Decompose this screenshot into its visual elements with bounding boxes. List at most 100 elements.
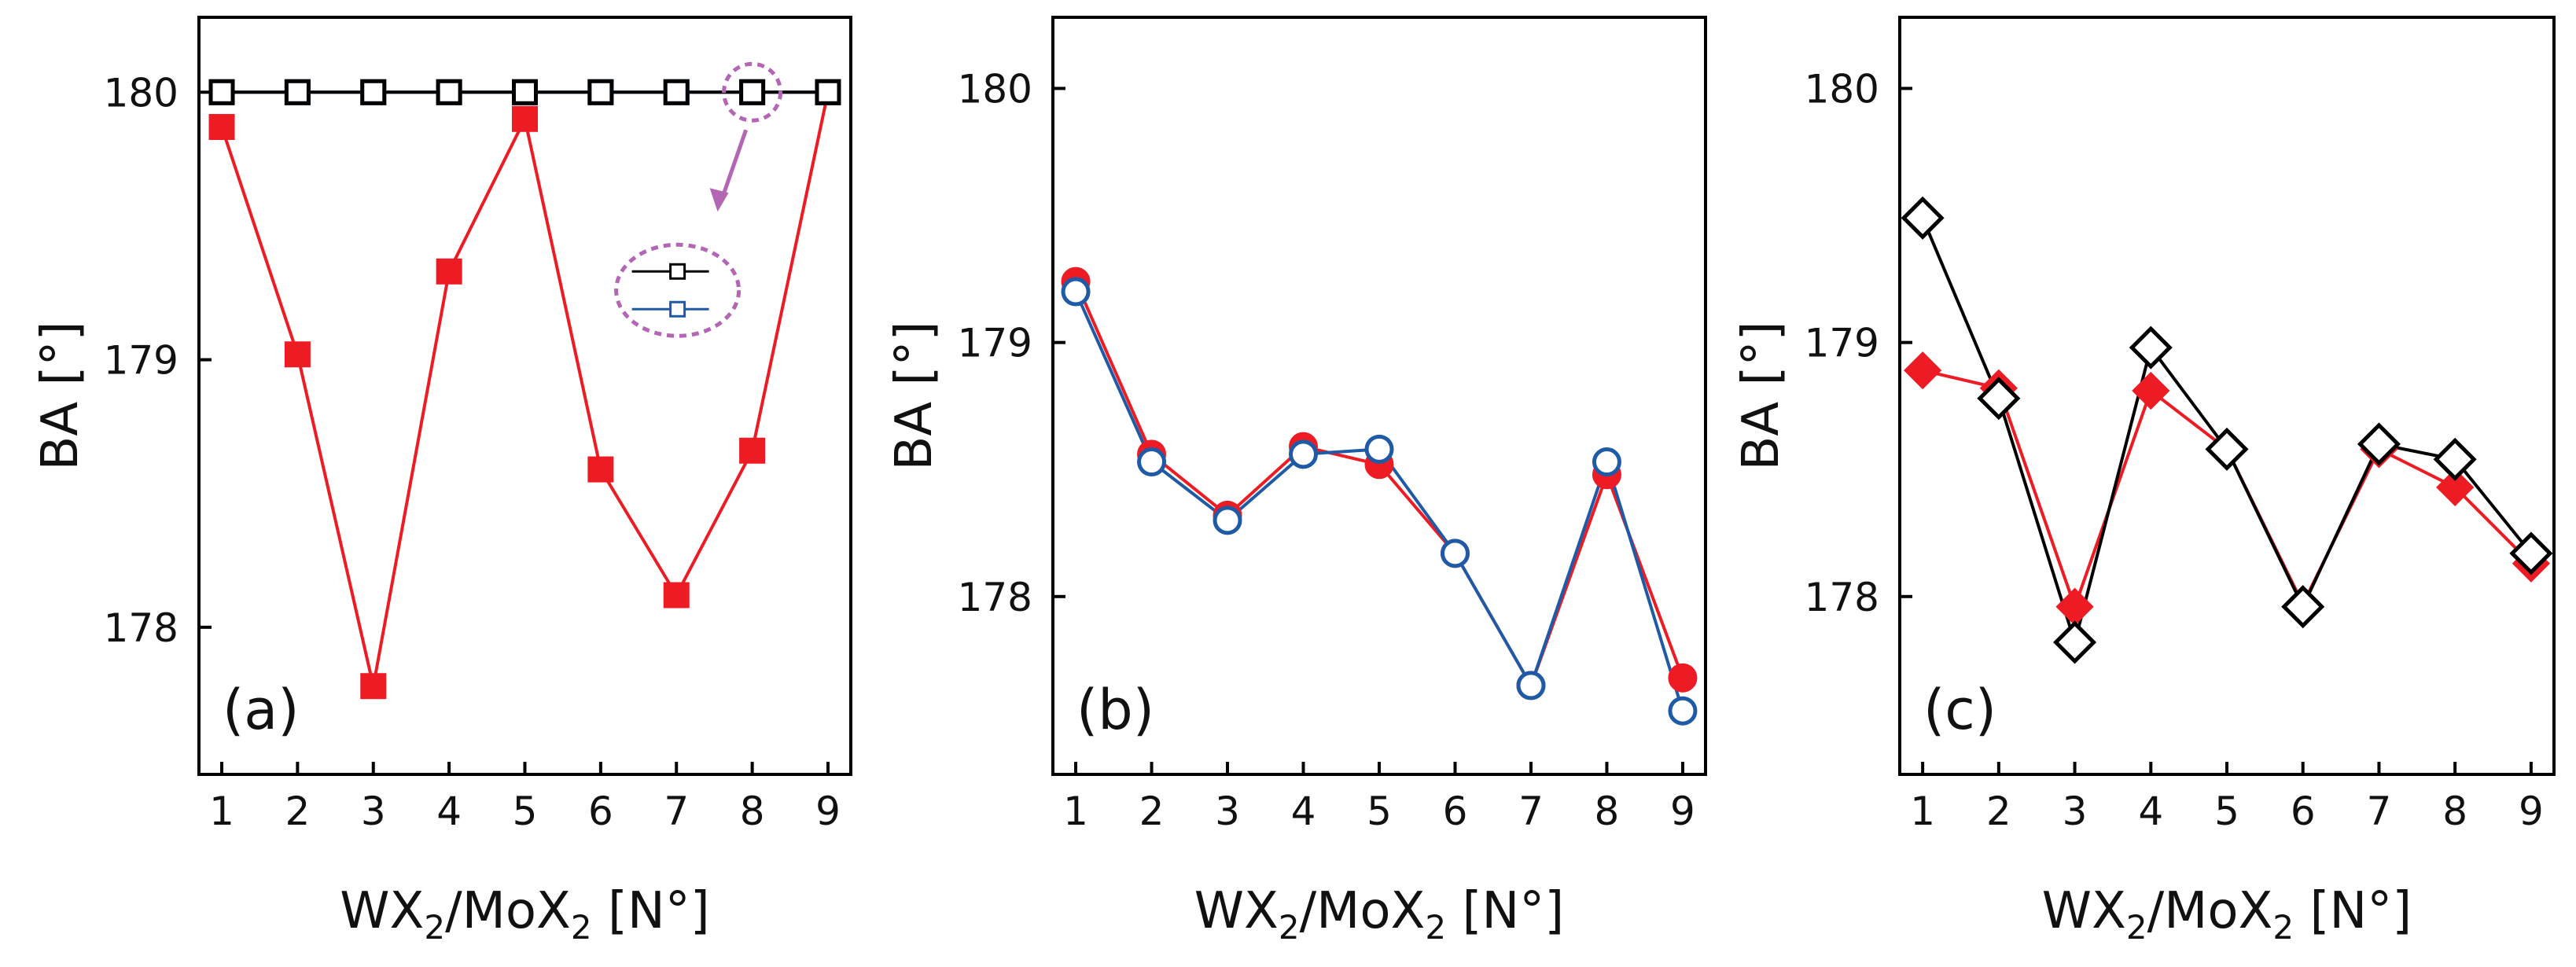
panel-c-y-tick-label: 178 — [1805, 575, 1879, 620]
panel-a-series — [208, 79, 841, 700]
panel-c-x-axis-title-sub2: 2 — [2272, 908, 2294, 947]
panel-b-x-tick-label: 6 — [1443, 789, 1468, 834]
panel-b-x-tick-label: 2 — [1139, 789, 1165, 834]
panel-a-y-tick-label: 179 — [104, 338, 178, 384]
panel-b-series — [1061, 267, 1698, 726]
panel-a-x-tick-label: 9 — [815, 789, 841, 834]
panel-b-x-axis-title-tail: [N°] — [1446, 882, 1564, 940]
panel-b-point-blue-open-circle — [1061, 277, 1091, 307]
panel-a-point-red-filled-square — [360, 673, 387, 700]
panel-c-x-axis-title-sub1: 2 — [2126, 908, 2147, 947]
panel-c-x-tick-label: 3 — [2063, 789, 2088, 834]
panel-a-y-axis-title: BA [°] — [31, 322, 90, 471]
panel-a-inset-black-square-marker — [669, 263, 686, 280]
panel-b-x-tick-label: 8 — [1595, 789, 1620, 834]
panel-b-point-blue-open-circle — [1137, 447, 1167, 477]
panel-a-inset-legend — [614, 61, 783, 338]
panel-a-x-tick-label: 4 — [436, 789, 462, 834]
panel-c-label: (c) — [1923, 678, 1996, 742]
panel-b-y-tick-label: 178 — [958, 575, 1032, 620]
panel-a-point-black-open-square — [815, 79, 841, 105]
panel-b-x-axis-title-main: WX — [1194, 882, 1279, 940]
panel-c-x-axis-title-main: WX — [2042, 882, 2126, 940]
panel-a-pointer-arrowhead — [709, 188, 729, 212]
panel-b-x-axis-title: WX2/MoX2 [N°] — [1194, 882, 1565, 947]
panel-b-point-blue-open-circle — [1440, 539, 1470, 568]
panel-a-x-axis-title-main: WX — [340, 882, 424, 940]
panel-a-y-tick-label: 178 — [104, 605, 178, 651]
panel-a-point-red-filled-square — [663, 582, 690, 609]
panel-c-x-tick-label: 9 — [2519, 789, 2544, 834]
panel-a-x-tick-label: 6 — [588, 789, 613, 834]
panel-c-point-black-open-diamond — [2129, 325, 2173, 370]
panel-a-pointer-arrow-shaft — [719, 129, 748, 204]
panel-a-point-black-open-square — [587, 79, 614, 105]
panel-c-y-tick-label: 179 — [1805, 321, 1879, 366]
panel-a-point-red-filled-square — [436, 258, 462, 285]
panel-a-point-black-open-square — [436, 79, 462, 105]
panel-c-y-axis-title: BA [°] — [1732, 322, 1790, 471]
panel-a-inset-ellipse — [614, 242, 742, 338]
panel-b-x-tick-label: 5 — [1367, 789, 1392, 834]
panel-b-point-blue-open-circle — [1289, 439, 1319, 469]
panel-b-x-axis-title-sub2: 2 — [1425, 908, 1446, 947]
panel-c-x-tick-label: 2 — [1986, 789, 2011, 834]
panel-b-point-blue-open-circle — [1668, 696, 1698, 726]
panel-a-x-tick-label: 8 — [740, 789, 765, 834]
panel-c-point-red-filled-diamond — [1903, 351, 1942, 390]
panel-a-highlight-circle — [722, 61, 783, 123]
panel-a-point-black-open-square — [284, 79, 311, 105]
panel-a-point-black-open-square — [512, 79, 538, 105]
panel-c-x-tick-label: 5 — [2214, 789, 2239, 834]
panel-a-point-black-open-square — [739, 79, 766, 105]
panel-b-x-axis-title-sub1: 2 — [1279, 908, 1300, 947]
panel-b-point-blue-open-circle — [1592, 447, 1621, 477]
panel-a-point-black-open-square — [208, 79, 235, 105]
panel-c-point-red-filled-diamond — [2436, 468, 2475, 506]
panel-b-x-tick-label: 1 — [1063, 789, 1088, 834]
panel-c-ticks: 1 2 3 4 5 6 7 8 9 178 179 180 — [1805, 66, 2544, 834]
panel-a-x-tick-label: 3 — [361, 789, 386, 834]
panel-c-x-axis-title-mid: /MoX — [2147, 882, 2273, 940]
panel-b-x-tick-label: 7 — [1518, 789, 1544, 834]
panel-b-y-tick-label: 179 — [958, 321, 1032, 366]
panel-c-point-black-open-diamond — [2281, 585, 2325, 629]
panel-a-point-red-filled-square — [284, 341, 311, 368]
panel-a-label: (a) — [223, 678, 300, 742]
panel-c-y-tick-label: 180 — [1805, 66, 1879, 112]
panel-b-x-tick-label: 9 — [1670, 789, 1695, 834]
panel-a-ticks: 1 2 3 4 5 6 7 8 9 178 179 180 — [104, 70, 841, 834]
panel-a-point-black-open-square — [663, 79, 690, 105]
panel-a-x-tick-label: 1 — [209, 789, 234, 834]
panel-b-y-tick-label: 180 — [958, 66, 1032, 112]
panel-c-series — [1901, 196, 2553, 664]
panel-c-point-black-open-diamond — [2205, 427, 2249, 471]
panel-c-x-axis-title: WX2/MoX2 [N°] — [2042, 882, 2412, 947]
panel-a-x-tick-label: 7 — [664, 789, 689, 834]
panel-a-x-tick-label: 5 — [513, 789, 538, 834]
panel-b-ticks: 1 2 3 4 5 6 7 8 9 178 179 180 — [958, 66, 1695, 834]
panel-b-point-blue-open-circle — [1213, 506, 1242, 535]
panel-a-point-red-filled-square — [587, 456, 614, 483]
panel-c-point-red-filled-diamond — [2132, 371, 2170, 410]
panel-a-point-red-filled-square — [739, 437, 766, 464]
panel-a-x-axis-title-sub2: 2 — [571, 908, 592, 947]
panel-a-x-axis-title-mid: /MoX — [445, 882, 571, 940]
panel-a-x-axis-title-sub1: 2 — [424, 908, 445, 947]
panel-c-x-axis-title-tail: [N°] — [2294, 882, 2412, 940]
panel-a-point-red-filled-square — [208, 114, 235, 141]
panel-b-point-red-filled-circle — [1668, 663, 1698, 693]
panel-c-point-black-open-diamond — [2433, 437, 2477, 481]
panel-b-point-blue-open-circle — [1516, 671, 1546, 700]
panel-b-x-tick-label: 4 — [1291, 789, 1316, 834]
panel-c-point-black-open-diamond — [2053, 620, 2097, 664]
panel-a-point-black-open-square — [360, 79, 387, 105]
panel-c-point-black-open-diamond — [1901, 196, 1945, 240]
panel-c-point-black-open-diamond — [1977, 377, 2021, 421]
panel-a-x-axis-title-tail: [N°] — [592, 882, 710, 940]
